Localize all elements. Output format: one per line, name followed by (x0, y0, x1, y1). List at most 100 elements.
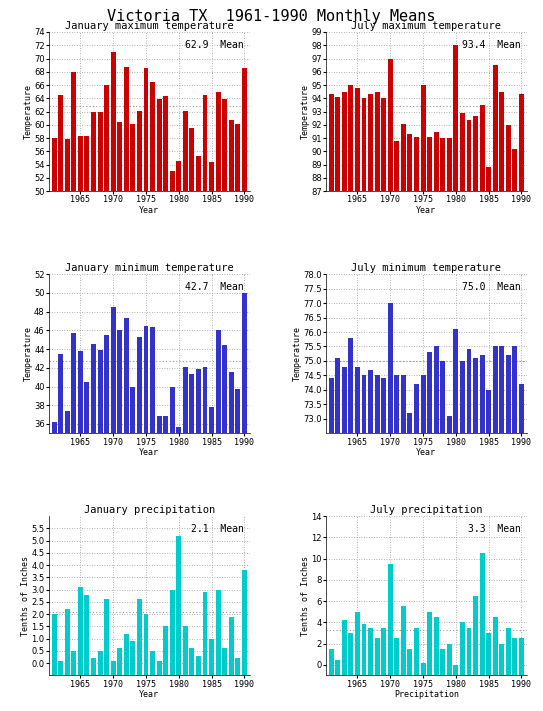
Bar (486, 390, 491, 434)
Bar (479, 356, 484, 434)
Bar (355, 367, 360, 434)
Bar (329, 649, 333, 675)
Bar (209, 638, 214, 675)
Y-axis label: Temperature: Temperature (23, 84, 33, 139)
Bar (500, 643, 504, 675)
Bar (513, 638, 517, 675)
Bar (368, 95, 373, 191)
Bar (117, 331, 122, 434)
Bar (65, 609, 70, 675)
Bar (143, 614, 148, 675)
Bar (190, 128, 194, 191)
Bar (453, 665, 458, 675)
Bar (401, 606, 406, 675)
Bar (407, 649, 412, 675)
Y-axis label: Temperature: Temperature (293, 326, 302, 381)
Bar (375, 638, 380, 675)
Bar (85, 594, 90, 675)
Bar (486, 633, 491, 675)
Bar (440, 361, 445, 434)
Bar (342, 620, 347, 675)
Text: 42.7  Mean: 42.7 Mean (185, 282, 244, 292)
Bar (362, 98, 367, 191)
Title: July maximum temperature: July maximum temperature (351, 21, 501, 31)
X-axis label: Year: Year (139, 690, 159, 699)
Bar (150, 651, 155, 675)
Bar (447, 138, 452, 191)
Bar (52, 138, 56, 191)
Bar (78, 587, 83, 675)
Bar (513, 149, 517, 191)
Bar (500, 92, 504, 191)
Bar (98, 350, 103, 434)
Bar (163, 415, 168, 434)
Bar (78, 351, 83, 434)
Bar (196, 369, 201, 434)
Bar (368, 370, 373, 434)
Bar (150, 82, 155, 191)
Bar (98, 112, 103, 191)
Bar (183, 111, 188, 191)
Bar (513, 346, 517, 434)
Bar (209, 407, 214, 434)
Title: July minimum temperature: July minimum temperature (351, 263, 501, 273)
Bar (216, 92, 220, 191)
Bar (447, 643, 452, 675)
Bar (381, 378, 386, 434)
Bar (440, 649, 445, 675)
Bar (242, 293, 247, 434)
Bar (209, 162, 214, 191)
Bar (130, 641, 135, 675)
Text: 3.3  Mean: 3.3 Mean (468, 524, 521, 534)
Title: January minimum temperature: January minimum temperature (65, 263, 233, 273)
Bar (117, 122, 122, 191)
Bar (500, 346, 504, 434)
Bar (163, 626, 168, 675)
Bar (407, 413, 412, 434)
Bar (407, 134, 412, 191)
Bar (65, 139, 70, 191)
Bar (342, 367, 347, 434)
Bar (362, 375, 367, 434)
Bar (460, 361, 465, 434)
Bar (71, 73, 76, 191)
Bar (85, 382, 90, 434)
Bar (65, 411, 70, 434)
Bar (453, 329, 458, 434)
Bar (414, 137, 419, 191)
Bar (486, 167, 491, 191)
Bar (493, 65, 498, 191)
Y-axis label: Tenths of Inches: Tenths of Inches (21, 556, 30, 636)
Bar (335, 660, 340, 675)
Bar (242, 68, 247, 191)
Bar (170, 589, 175, 675)
Bar (104, 599, 109, 675)
Bar (355, 611, 360, 675)
Bar (98, 651, 103, 675)
Bar (401, 375, 406, 434)
Bar (71, 651, 76, 675)
Bar (427, 611, 432, 675)
Bar (421, 85, 426, 191)
Bar (104, 335, 109, 434)
Bar (466, 349, 471, 434)
Bar (222, 346, 227, 434)
Bar (473, 596, 478, 675)
Bar (203, 367, 207, 434)
Bar (229, 120, 233, 191)
Bar (130, 387, 135, 434)
X-axis label: Year: Year (139, 205, 159, 215)
Bar (71, 333, 76, 434)
Bar (388, 58, 393, 191)
Bar (196, 656, 201, 675)
Bar (235, 658, 241, 675)
Bar (222, 648, 227, 675)
Bar (460, 113, 465, 191)
Bar (156, 415, 162, 434)
Bar (58, 661, 63, 675)
Bar (229, 616, 233, 675)
Bar (329, 378, 333, 434)
Bar (414, 384, 419, 434)
Bar (137, 599, 142, 675)
Bar (519, 384, 524, 434)
